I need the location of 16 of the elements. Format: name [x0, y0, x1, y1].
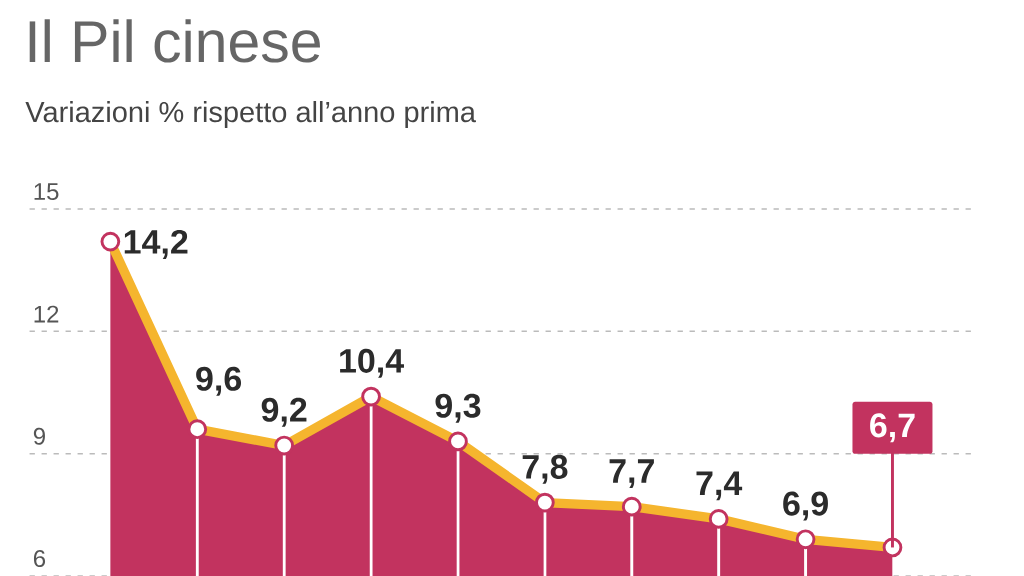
data-label: 7,8	[522, 454, 568, 484]
data-label: 9,2	[261, 397, 307, 427]
data-label: 6,9	[783, 491, 828, 521]
chart-subtitle: Variazioni % rispetto all’anno prima	[25, 100, 476, 129]
data-label: 10,4	[340, 348, 404, 378]
data-label: 7,7	[609, 459, 654, 488]
y-tick-label: 15	[34, 183, 59, 201]
y-tick-label: 6	[33, 550, 46, 568]
data-label: 14,2	[124, 229, 188, 259]
y-tick-label: 9	[33, 427, 45, 445]
chart-title: Il Pil cinese	[29, 19, 320, 63]
data-label: 9,3	[435, 393, 481, 423]
data-label: 9,6	[196, 366, 242, 396]
data-label: 6,7	[870, 413, 915, 443]
y-tick-label: 12	[34, 305, 59, 323]
data-label: 7,4	[696, 471, 743, 501]
